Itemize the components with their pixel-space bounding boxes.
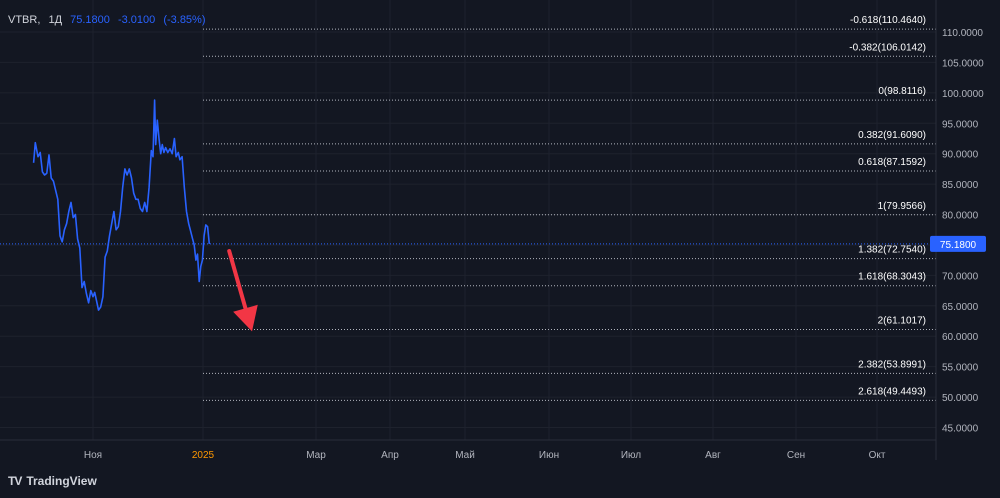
price-axis-tick-label: 105.0000 <box>942 58 984 69</box>
price-change-pct: (-3.85%) <box>163 14 206 26</box>
time-axis-label: Авг <box>705 450 721 461</box>
fib-level-label: 1.618(68.3043) <box>858 272 926 283</box>
interval-label[interactable]: 1Д <box>48 14 63 26</box>
tradingview-brand[interactable]: TV TradingView <box>8 474 97 488</box>
tradingview-logo-icon: TV <box>8 474 22 488</box>
down-arrow-head <box>233 304 258 332</box>
price-axis-tick-label: 55.0000 <box>942 363 979 374</box>
time-axis-label: Ноя <box>84 450 102 461</box>
fib-level-label: 2.618(49.4493) <box>858 386 926 397</box>
time-axis-label: Июл <box>621 450 641 461</box>
time-axis-label: Мар <box>306 450 326 461</box>
symbol-separator: , <box>37 14 41 26</box>
fib-level-label: -0.618(110.4640) <box>850 15 926 26</box>
time-axis-label: Май <box>455 450 475 461</box>
time-axis-label: Окт <box>869 450 886 461</box>
price-change: -3.0100 <box>117 14 156 26</box>
time-axis-label: Июн <box>539 450 559 461</box>
fib-level-label: 1(79.9566) <box>878 201 926 212</box>
fib-level-label: 2.382(53.8991) <box>858 359 926 370</box>
price-series-line <box>32 99 211 311</box>
price-axis-tick-label: 65.0000 <box>942 302 979 313</box>
fib-level-label: 1.382(72.7540) <box>858 245 926 256</box>
fib-level-label: 0.382(91.6090) <box>858 130 926 141</box>
price-axis-tick-label: 45.0000 <box>942 424 979 435</box>
fib-level-label: 0(98.8116) <box>878 86 926 97</box>
last-price: 75.1800 <box>70 14 110 26</box>
price-axis-tick-label: 85.0000 <box>942 180 979 191</box>
time-axis-label: Сен <box>787 450 805 461</box>
price-axis-tick-label: 70.0000 <box>942 271 979 282</box>
price-axis-tick-label: 95.0000 <box>942 119 979 130</box>
down-arrow-annotation <box>227 249 248 311</box>
time-axis-label: 2025 <box>192 450 215 461</box>
current-price-label: 75.1800 <box>940 240 977 251</box>
brand-name: TradingView <box>26 474 97 488</box>
current-price-label-box <box>930 235 986 252</box>
price-axis-tick-label: 50.0000 <box>942 393 979 404</box>
symbol-name[interactable]: VTBR <box>8 14 38 26</box>
symbol-header: VTBR, 1Д 75.1800 -3.0100 (-3.85%) <box>8 14 211 26</box>
time-axis-label: Апр <box>381 450 399 461</box>
price-axis-tick-label: 100.0000 <box>942 89 984 100</box>
price-axis-tick-label: 60.0000 <box>942 332 979 343</box>
fib-level-label: -0.382(106.0142) <box>849 42 926 53</box>
price-axis-tick-label: 90.0000 <box>942 150 979 161</box>
fib-level-label: 0.618(87.1592) <box>858 157 926 168</box>
price-axis-tick-label: 80.0000 <box>942 211 979 222</box>
price-axis-tick-label: 110.0000 <box>942 28 983 39</box>
fib-level-label: 2(61.1017) <box>878 316 926 327</box>
